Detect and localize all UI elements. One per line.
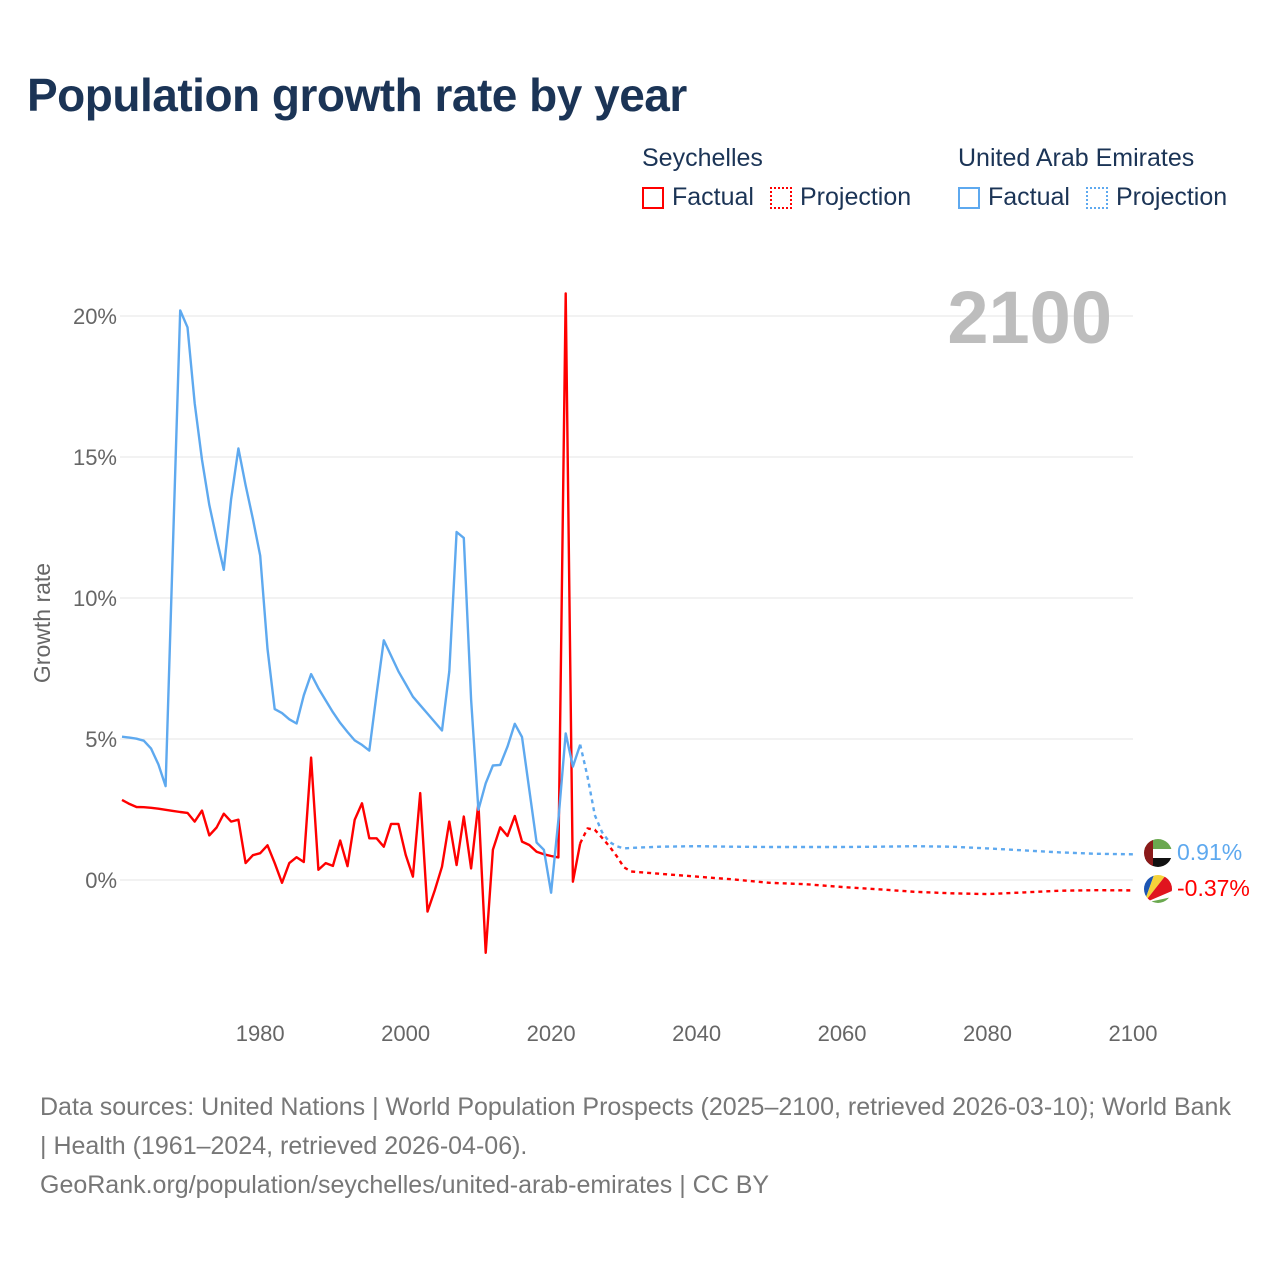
legend-swatch-dotted xyxy=(769,186,792,209)
source-link[interactable]: GeoRank.org/population/seychelles/united… xyxy=(40,1171,770,1199)
y-tick-label: 5% xyxy=(85,727,117,752)
data-sources: Data sources: United Nations | World Pop… xyxy=(40,1093,1231,1160)
footer: Data sources: United Nations | World Pop… xyxy=(40,1088,1240,1205)
legend-label: Projection xyxy=(799,183,912,211)
year-label: 2100 xyxy=(947,276,1112,359)
legend-swatch-solid xyxy=(642,186,664,209)
series-line-united-arab-emirates-projection xyxy=(579,744,1134,856)
x-tick-label: 2020 xyxy=(527,1021,576,1046)
legend-seychelles-factual[interactable]: Factual xyxy=(642,183,754,212)
x-tick-label: 2100 xyxy=(1109,1021,1158,1046)
y-axis-label: Growth rate xyxy=(29,563,55,683)
legend-seychelles: Seychelles Factual Projection xyxy=(642,144,927,212)
legend-uae-projection[interactable]: Projection xyxy=(1085,183,1228,212)
legend-swatch-solid xyxy=(958,186,980,209)
legend-group-name: Seychelles xyxy=(642,144,763,172)
x-tick-label: 2000 xyxy=(381,1021,430,1046)
chart-title: Population growth rate by year xyxy=(27,69,687,121)
legend-uae: United Arab Emirates Factual Projection xyxy=(958,144,1243,212)
uae-flag-icon xyxy=(1144,839,1172,867)
x-tick-label: 2080 xyxy=(963,1021,1012,1046)
legend-seychelles-projection[interactable]: Projection xyxy=(769,183,912,212)
series-line-seychelles-factual xyxy=(121,292,582,954)
x-tick-label: 2040 xyxy=(672,1021,721,1046)
y-tick-label: 15% xyxy=(73,445,117,470)
legend-swatch-dotted xyxy=(1085,186,1108,209)
legend-label: Factual xyxy=(672,183,754,211)
seychelles-end-value: -0.37% xyxy=(1177,875,1250,901)
seychelles-flag-icon xyxy=(1144,875,1172,903)
y-tick-label: 20% xyxy=(73,304,117,329)
legend-group-name: United Arab Emirates xyxy=(958,144,1195,172)
y-tick-label: 10% xyxy=(73,586,117,611)
series-line-seychelles-projection xyxy=(579,827,1134,896)
legend-uae-factual[interactable]: Factual xyxy=(958,183,1070,212)
legend-label: Projection xyxy=(1115,183,1228,211)
series-line-united-arab-emirates-factual xyxy=(121,309,582,894)
x-tick-label: 1980 xyxy=(236,1021,285,1046)
y-tick-label: 0% xyxy=(85,868,117,893)
x-tick-label: 2060 xyxy=(818,1021,867,1046)
legend-label: Factual xyxy=(988,183,1070,211)
uae-end-value: 0.91% xyxy=(1177,839,1242,865)
